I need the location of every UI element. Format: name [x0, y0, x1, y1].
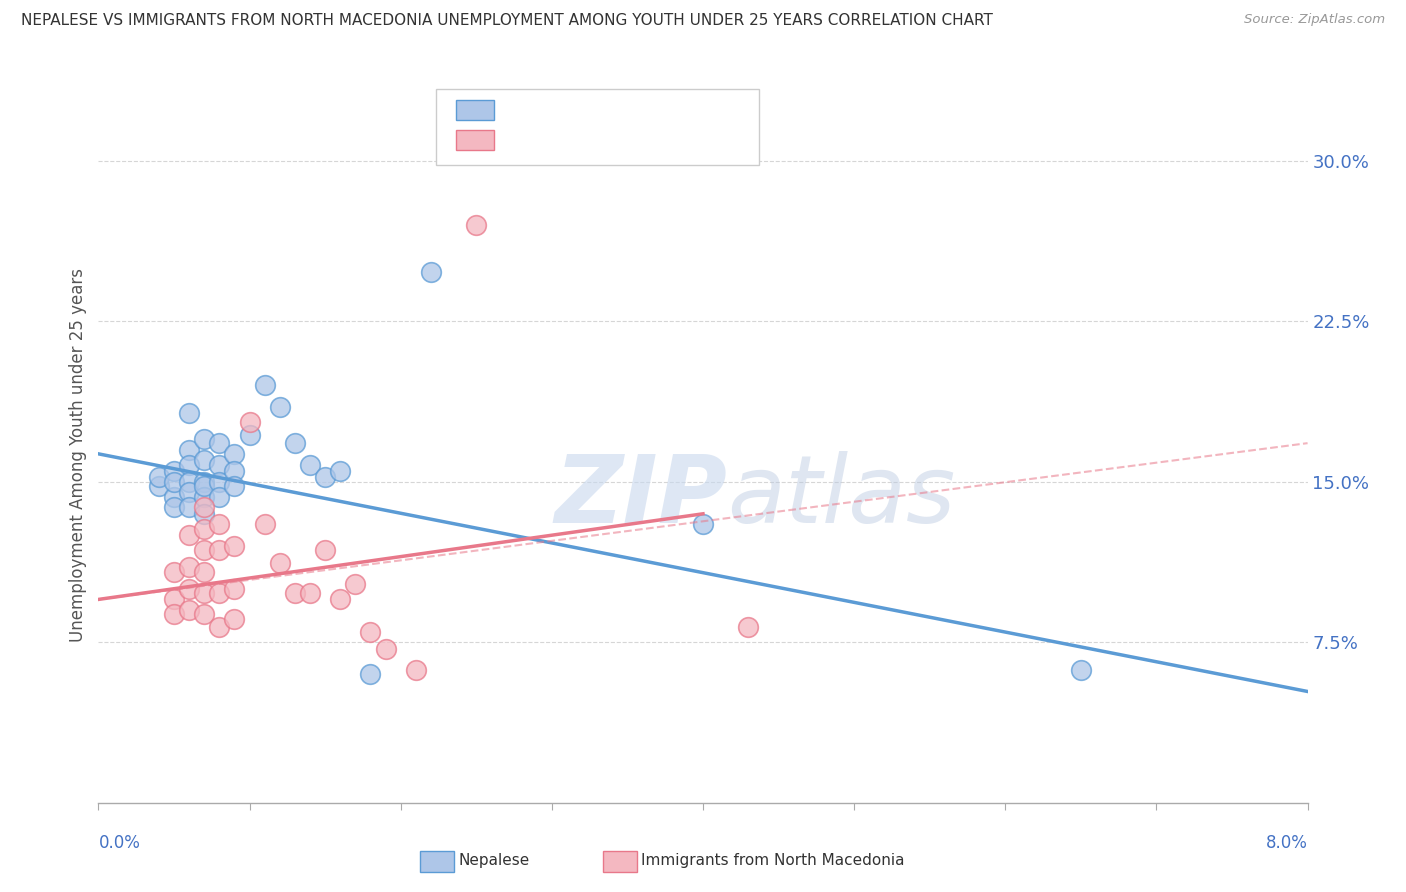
- Point: [179, 458, 201, 472]
- Text: -0.477: -0.477: [548, 101, 607, 119]
- Point: [360, 667, 382, 681]
- Point: [360, 624, 382, 639]
- Point: [329, 592, 352, 607]
- Text: 8.0%: 8.0%: [1265, 834, 1308, 852]
- Point: [163, 464, 186, 478]
- Point: [239, 415, 262, 429]
- Point: [179, 442, 201, 457]
- Point: [224, 447, 246, 461]
- Point: [148, 470, 170, 484]
- Point: [208, 586, 231, 600]
- Point: [179, 475, 201, 489]
- Point: [208, 475, 231, 489]
- Point: [163, 565, 186, 579]
- Text: R =: R =: [506, 131, 543, 149]
- Point: [253, 517, 276, 532]
- Point: [692, 517, 714, 532]
- Point: [193, 565, 215, 579]
- Text: 33: 33: [654, 131, 678, 149]
- Point: [314, 543, 336, 558]
- Point: [224, 612, 246, 626]
- Point: [148, 479, 170, 493]
- Text: N =: N =: [612, 101, 659, 119]
- Point: [179, 485, 201, 500]
- Point: [179, 406, 201, 420]
- Point: [405, 663, 427, 677]
- Point: [163, 500, 186, 515]
- Point: [208, 490, 231, 504]
- Text: 0.0%: 0.0%: [98, 834, 141, 852]
- Text: N =: N =: [612, 131, 659, 149]
- Point: [329, 464, 352, 478]
- Point: [193, 432, 215, 446]
- Point: [193, 507, 215, 521]
- Point: [163, 490, 186, 504]
- Point: [208, 620, 231, 634]
- Point: [299, 586, 322, 600]
- Point: [179, 603, 201, 617]
- Point: [344, 577, 367, 591]
- Point: [179, 582, 201, 596]
- Point: [208, 458, 231, 472]
- Text: ZIP: ZIP: [554, 450, 727, 542]
- Point: [224, 582, 246, 596]
- Point: [374, 641, 396, 656]
- Y-axis label: Unemployment Among Youth under 25 years: Unemployment Among Youth under 25 years: [69, 268, 87, 642]
- Text: Immigrants from North Macedonia: Immigrants from North Macedonia: [641, 854, 904, 868]
- Point: [193, 500, 215, 515]
- Point: [284, 586, 307, 600]
- Point: [193, 490, 215, 504]
- Point: [269, 400, 291, 414]
- Point: [208, 543, 231, 558]
- Point: [253, 378, 276, 392]
- Point: [208, 517, 231, 532]
- Text: NEPALESE VS IMMIGRANTS FROM NORTH MACEDONIA UNEMPLOYMENT AMONG YOUTH UNDER 25 YE: NEPALESE VS IMMIGRANTS FROM NORTH MACEDO…: [21, 13, 993, 29]
- Point: [208, 436, 231, 450]
- Point: [193, 479, 215, 493]
- Point: [284, 436, 307, 450]
- Text: 36: 36: [654, 101, 676, 119]
- Point: [179, 528, 201, 542]
- Text: atlas: atlas: [727, 451, 956, 542]
- Point: [269, 556, 291, 570]
- Text: Source: ZipAtlas.com: Source: ZipAtlas.com: [1244, 13, 1385, 27]
- Point: [163, 592, 186, 607]
- Text: Nepalese: Nepalese: [458, 854, 530, 868]
- Point: [465, 218, 488, 232]
- Point: [193, 543, 215, 558]
- Text: 0.217: 0.217: [548, 131, 613, 149]
- Point: [193, 522, 215, 536]
- Text: R =: R =: [506, 101, 543, 119]
- Point: [193, 453, 215, 467]
- Point: [314, 470, 336, 484]
- Point: [179, 560, 201, 574]
- Point: [193, 475, 215, 489]
- Point: [224, 479, 246, 493]
- Point: [239, 427, 262, 442]
- Point: [299, 458, 322, 472]
- Point: [163, 607, 186, 622]
- Point: [193, 586, 215, 600]
- Point: [193, 607, 215, 622]
- Point: [420, 265, 443, 279]
- Point: [163, 475, 186, 489]
- Point: [179, 500, 201, 515]
- Point: [224, 464, 246, 478]
- Point: [224, 539, 246, 553]
- Point: [737, 620, 759, 634]
- Point: [1070, 663, 1092, 677]
